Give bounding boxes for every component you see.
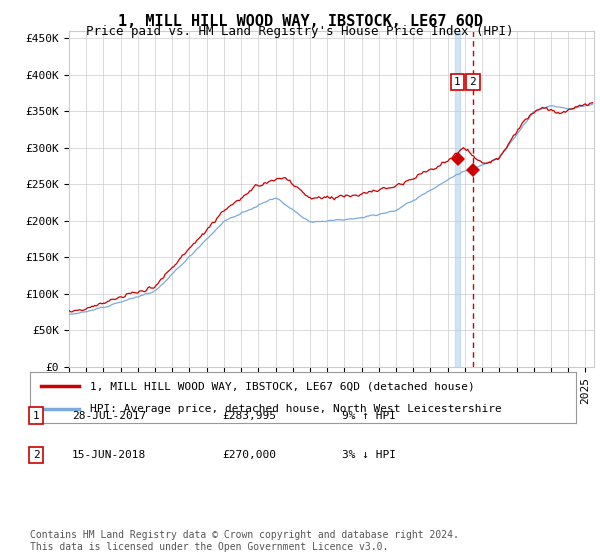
- Text: 1: 1: [454, 77, 461, 87]
- Text: 9% ↑ HPI: 9% ↑ HPI: [342, 411, 396, 421]
- Text: Price paid vs. HM Land Registry's House Price Index (HPI): Price paid vs. HM Land Registry's House …: [86, 25, 514, 38]
- Text: £283,995: £283,995: [222, 411, 276, 421]
- Text: £270,000: £270,000: [222, 450, 276, 460]
- Text: 2: 2: [469, 77, 476, 87]
- Text: 15-JUN-2018: 15-JUN-2018: [72, 450, 146, 460]
- Text: 1, MILL HILL WOOD WAY, IBSTOCK, LE67 6QD (detached house): 1, MILL HILL WOOD WAY, IBSTOCK, LE67 6QD…: [90, 381, 475, 391]
- Text: 1: 1: [32, 411, 40, 421]
- Text: 1, MILL HILL WOOD WAY, IBSTOCK, LE67 6QD: 1, MILL HILL WOOD WAY, IBSTOCK, LE67 6QD: [118, 14, 482, 29]
- Bar: [455, 31, 460, 367]
- Text: 2: 2: [32, 450, 40, 460]
- Text: HPI: Average price, detached house, North West Leicestershire: HPI: Average price, detached house, Nort…: [90, 404, 502, 414]
- Text: Contains HM Land Registry data © Crown copyright and database right 2024.
This d: Contains HM Land Registry data © Crown c…: [30, 530, 459, 552]
- Text: 3% ↓ HPI: 3% ↓ HPI: [342, 450, 396, 460]
- Text: 28-JUL-2017: 28-JUL-2017: [72, 411, 146, 421]
